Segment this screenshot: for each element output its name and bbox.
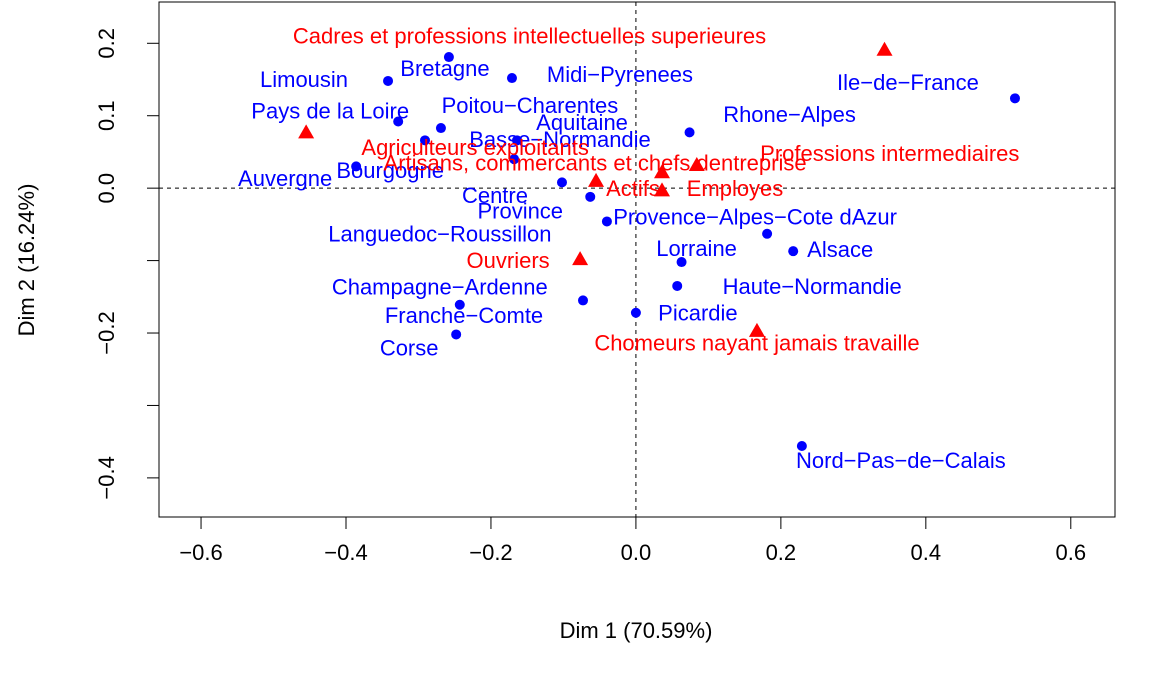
point-label: Employes [687,176,784,201]
point-label: Languedoc−Roussillon [328,221,551,246]
x-tick-label: −0.2 [469,540,512,565]
point [684,127,695,138]
point [688,156,705,171]
point [578,295,589,306]
point-label: Ouvriers [467,248,550,273]
point-label: Corse [380,335,439,360]
point-label: Lorraine [656,236,737,261]
x-tick-label: −0.6 [179,540,222,565]
point [630,307,641,318]
point [654,182,671,197]
point [672,280,683,291]
point [748,322,765,337]
point-label: Haute−Normandie [723,274,902,299]
point [443,52,454,63]
point [588,172,605,187]
point-label: Basse−Normandie [469,127,651,152]
point [654,164,671,179]
point-label: Limousin [260,67,348,92]
y-tick-label: −0.2 [94,311,119,354]
point [298,124,315,139]
point [572,251,589,266]
point [796,441,807,452]
point [454,299,465,310]
point-label: Professions intermediaires [760,141,1019,166]
point-label: Bourgogne [336,158,444,183]
point [393,116,404,127]
x-axis-label: Dim 1 (70.59%) [560,618,713,643]
point [788,246,799,257]
y-axis-label: Dim 2 (16.24%) [14,184,39,337]
point-label: Champagne−Ardenne [332,275,548,300]
y-tick-label: 0.1 [94,100,119,131]
point-label: Cadres et professions intellectuelles su… [293,24,766,49]
point [451,329,462,340]
point [383,75,394,86]
y-tick-label: 0.0 [94,173,119,204]
point-label: Nord−Pas−de−Calais [796,448,1006,473]
point [676,257,687,268]
point [435,123,446,134]
point [762,228,773,239]
y-tick-label: 0.2 [94,28,119,59]
y-tick-label: −0.4 [94,456,119,499]
point [876,41,893,56]
point-label: Province [477,199,563,224]
point-label: Pays de la Loire [251,98,409,123]
point-label: Ile−de−France [837,70,979,95]
point [506,73,517,84]
point [512,135,523,146]
x-tick-label: 0.2 [766,540,797,565]
x-tick-label: 0.6 [1055,540,1086,565]
point [585,191,596,202]
point-label: Rhone−Alpes [723,102,856,127]
point-label: Provence−Alpes−Cote dAzur [613,205,897,230]
point-label: Alsace [807,237,873,262]
point [509,154,520,165]
point-label: Actifs [606,176,660,201]
point-label: Centre [462,183,528,208]
point-label: Franche−Comte [385,303,543,328]
point [556,177,567,188]
point [601,216,612,227]
point-label: Aquitaine [536,110,628,135]
point [419,135,430,146]
point-label: Agriculteurs exploitants [361,135,588,160]
point [351,161,362,172]
point [1009,93,1020,104]
point-label: Auvergne [238,166,332,191]
point-label: Artisans, commercants et chefs dentrepri… [384,151,807,176]
point-label: Midi−Pyrenees [547,62,693,87]
x-tick-label: 0.0 [621,540,652,565]
x-tick-label: 0.4 [911,540,942,565]
x-tick-label: −0.4 [324,540,367,565]
point-label: Picardie [658,301,737,326]
point-label: Poitou−Charentes [442,93,619,118]
